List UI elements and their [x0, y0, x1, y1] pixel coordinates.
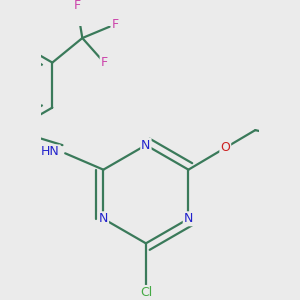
Text: N: N — [99, 212, 108, 225]
Text: Cl: Cl — [140, 286, 152, 299]
Text: F: F — [100, 56, 108, 69]
Text: N: N — [141, 139, 151, 152]
Text: O: O — [220, 141, 230, 154]
Text: F: F — [112, 18, 118, 31]
Text: HN: HN — [41, 146, 60, 158]
Text: F: F — [73, 0, 80, 12]
Text: N: N — [184, 212, 193, 225]
